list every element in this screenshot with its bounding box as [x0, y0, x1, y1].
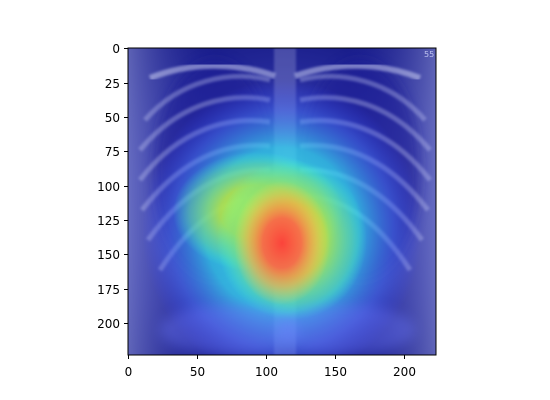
y-tick-label-75: 75: [105, 145, 120, 159]
y-tick-label-200: 200: [97, 317, 120, 331]
image-corner-text: 55: [424, 50, 434, 59]
x-tick-label-200: 200: [393, 365, 416, 379]
x-tick-label-100: 100: [255, 365, 278, 379]
y-tick-label-150: 150: [97, 248, 120, 262]
x-tick-label-50: 50: [190, 365, 205, 379]
y-tick-label-100: 100: [97, 180, 120, 194]
y-tick-label-0: 0: [112, 42, 120, 56]
y-tick-label-25: 25: [105, 77, 120, 91]
heatmap-core: [234, 181, 330, 305]
axes-frame: [127, 47, 437, 356]
diaphragm-left: [160, 305, 300, 355]
y-tick-label-175: 175: [97, 283, 120, 297]
diaphragm-right: [275, 305, 415, 355]
x-tick-label-150: 150: [324, 365, 347, 379]
x-tick-label-0: 0: [125, 365, 133, 379]
x-axis: 0 50 100 150 200: [125, 355, 416, 379]
y-axis: 0 25 50 75 100 125 150 175 200: [97, 42, 128, 331]
xray-heatmap-image: 55: [128, 48, 436, 355]
clavicles: [148, 62, 422, 81]
y-tick-label-50: 50: [105, 111, 120, 125]
y-tick-label-125: 125: [97, 214, 120, 228]
